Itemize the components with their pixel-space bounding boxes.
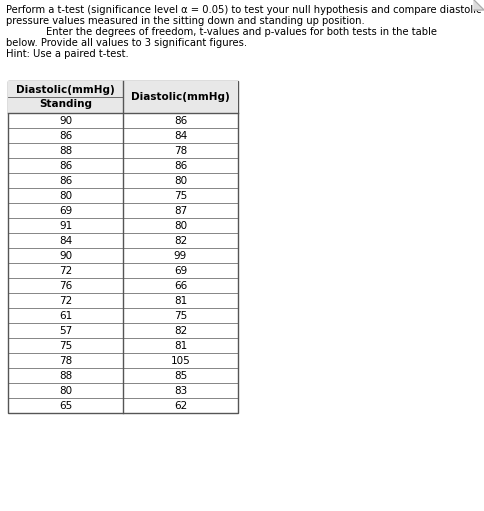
Text: Perform a t-test (significance level α = 0.05) to test your null hypothesis and : Perform a t-test (significance level α =… — [6, 5, 484, 15]
Text: 80: 80 — [174, 175, 187, 185]
Text: 72: 72 — [59, 295, 72, 306]
Text: Enter the degrees of freedom, t-values and p-values for both tests in the table: Enter the degrees of freedom, t-values a… — [46, 27, 438, 37]
Text: 105: 105 — [171, 356, 190, 365]
Text: 80: 80 — [174, 221, 187, 230]
Text: below. Provide all values to 3 significant figures.: below. Provide all values to 3 significa… — [6, 38, 247, 48]
Text: 81: 81 — [174, 340, 187, 351]
Text: 62: 62 — [174, 401, 187, 410]
Text: 76: 76 — [59, 281, 72, 290]
Text: 86: 86 — [59, 160, 72, 171]
Text: 84: 84 — [174, 130, 187, 141]
Text: 84: 84 — [59, 236, 72, 245]
Text: 75: 75 — [59, 340, 72, 351]
Text: 90: 90 — [59, 250, 72, 261]
Text: 66: 66 — [174, 281, 187, 290]
Text: 81: 81 — [174, 295, 187, 306]
Text: 86: 86 — [59, 175, 72, 185]
Text: Diastolic(mmHg): Diastolic(mmHg) — [131, 92, 230, 102]
Text: 99: 99 — [174, 250, 187, 261]
Text: 65: 65 — [59, 401, 72, 410]
Bar — [8, 81, 238, 113]
Text: 88: 88 — [59, 370, 72, 381]
Bar — [8, 81, 238, 413]
Text: 69: 69 — [59, 205, 72, 216]
Text: 82: 82 — [174, 326, 187, 336]
Text: 90: 90 — [59, 115, 72, 126]
Polygon shape — [474, 0, 484, 10]
Text: pressure values measured in the sitting down and standing up position.: pressure values measured in the sitting … — [6, 16, 365, 26]
Text: Standing: Standing — [39, 99, 92, 109]
Text: 80: 80 — [59, 385, 72, 396]
Text: 86: 86 — [174, 160, 187, 171]
Text: 75: 75 — [174, 191, 187, 200]
Text: 88: 88 — [59, 146, 72, 155]
Text: 85: 85 — [174, 370, 187, 381]
Text: 86: 86 — [174, 115, 187, 126]
Text: 86: 86 — [59, 130, 72, 141]
Text: 72: 72 — [59, 266, 72, 275]
Text: 80: 80 — [59, 191, 72, 200]
Text: Hint: Use a paired t-test.: Hint: Use a paired t-test. — [6, 49, 129, 59]
Text: 61: 61 — [59, 311, 72, 320]
Text: 57: 57 — [59, 326, 72, 336]
Text: 91: 91 — [59, 221, 72, 230]
Text: 75: 75 — [174, 311, 187, 320]
Text: 87: 87 — [174, 205, 187, 216]
Text: 82: 82 — [174, 236, 187, 245]
Text: Diastolic(mmHg): Diastolic(mmHg) — [16, 85, 115, 95]
Text: 78: 78 — [174, 146, 187, 155]
Text: 69: 69 — [174, 266, 187, 275]
Text: 83: 83 — [174, 385, 187, 396]
Text: 78: 78 — [59, 356, 72, 365]
